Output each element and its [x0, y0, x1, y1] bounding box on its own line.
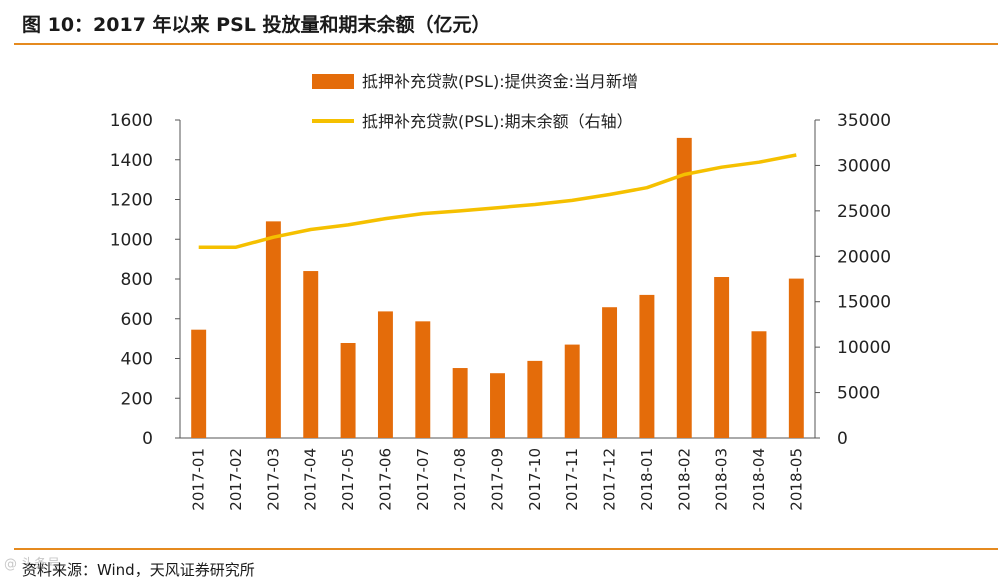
top-divider: [14, 43, 998, 45]
left-tick-label: 200: [121, 389, 153, 409]
left-tick-label: 1400: [110, 151, 153, 171]
bottom-divider: [14, 548, 998, 550]
x-tick-label: 2017-12: [601, 448, 619, 511]
bar-2017-08: [452, 368, 468, 438]
bar-2018-05: [788, 278, 804, 438]
x-tick-label: 2017-10: [526, 448, 544, 511]
left-tick-label: 800: [121, 270, 153, 290]
bar-2017-10: [527, 360, 543, 438]
legend-line-label: 抵押补充贷款(PSL):期末余额（右轴）: [362, 112, 633, 131]
x-tick-label: 2017-11: [563, 448, 581, 511]
left-tick-label: 1600: [110, 111, 153, 131]
bar-2017-03: [265, 221, 281, 438]
left-tick-label: 1000: [110, 230, 153, 250]
x-tick-label: 2018-04: [750, 448, 768, 511]
bar-2017-04: [303, 271, 319, 438]
right-tick-label: 15000: [837, 293, 891, 313]
watermark: @ 头条号: [4, 557, 61, 572]
bar-2017-09: [490, 373, 505, 438]
x-tick-label: 2017-03: [264, 448, 282, 511]
legend-bar-swatch: [312, 74, 354, 89]
bar-2017-12: [602, 307, 618, 438]
bar-2018-01: [639, 294, 655, 438]
plot-area: 0 200 400 600 800 1000 1200 1400 1600 0 5000 10000 1…: [110, 72, 891, 511]
bar-2017-07: [415, 321, 431, 438]
x-tick-label: 2017-08: [451, 448, 469, 511]
right-tick-label: 30000: [837, 156, 891, 176]
chart-title: 图 10：2017 年以来 PSL 投放量和期末余额（亿元）: [22, 14, 491, 36]
right-tick-label: 35000: [837, 111, 891, 131]
x-tick-label: 2017-02: [227, 448, 245, 511]
bar-2017-11: [564, 344, 580, 438]
x-tick-label: 2017-01: [190, 448, 208, 511]
x-tick-label: 2018-01: [638, 448, 656, 511]
source-note: 资料来源：Wind，天风证券研究所: [22, 561, 255, 579]
bar-2017-01: [191, 329, 207, 438]
x-tick-label: 2017-09: [489, 448, 507, 511]
x-tick-label: 2017-06: [376, 448, 394, 511]
x-tick-label: 2018-02: [675, 448, 693, 511]
left-tick-label: 1200: [110, 191, 153, 211]
bar-2017-06: [377, 311, 393, 438]
left-tick-label: 0: [142, 429, 153, 449]
right-tick-label: 0: [837, 429, 848, 449]
balance-line: [198, 153, 797, 249]
x-tick-label: 2017-07: [414, 448, 432, 511]
right-tick-label: 5000: [837, 384, 880, 404]
x-tick-label: 2017-04: [302, 448, 320, 511]
x-tick-label: 2017-05: [339, 448, 357, 511]
bar-2018-04: [751, 331, 767, 438]
right-tick-label: 20000: [837, 247, 891, 267]
x-tick-label: 2018-05: [787, 448, 805, 511]
legend-bar-label: 抵押补充贷款(PSL):提供资金:当月新增: [362, 72, 638, 91]
bar-2018-02: [676, 137, 692, 438]
right-tick-label: 25000: [837, 202, 891, 222]
x-tick-label: 2018-03: [713, 448, 731, 511]
bar-2018-03: [714, 277, 730, 438]
left-tick-label: 400: [121, 350, 153, 370]
right-tick-label: 10000: [837, 338, 891, 358]
bar-2017-05: [340, 342, 356, 438]
left-tick-label: 600: [121, 310, 153, 330]
